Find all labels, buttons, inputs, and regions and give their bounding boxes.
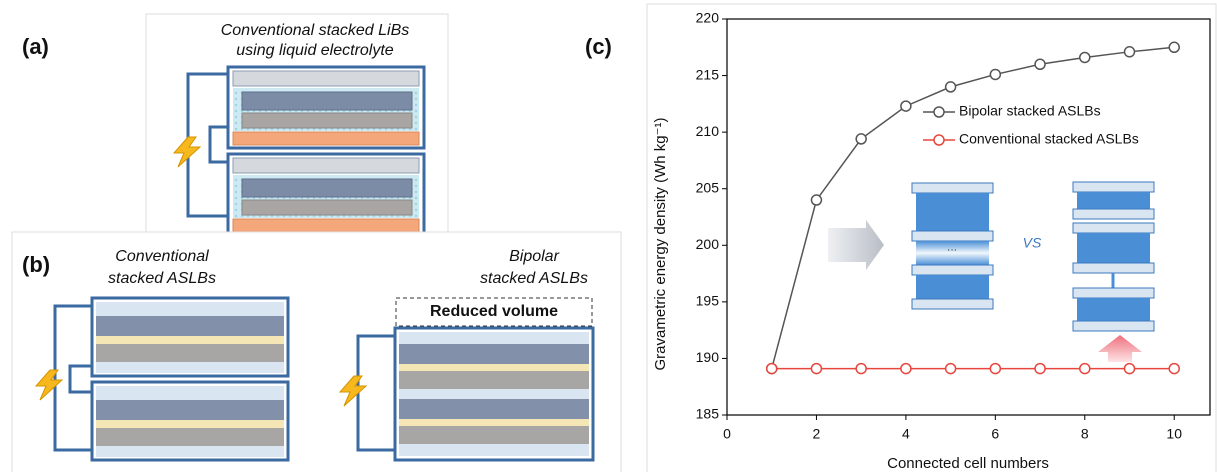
y-tick-label: 215	[696, 66, 720, 82]
plot-frame	[726, 18, 1211, 416]
panel-title: using liquid electrolyte	[236, 42, 394, 59]
cell	[226, 152, 426, 237]
data-point	[1168, 362, 1180, 375]
legend-marker	[933, 134, 945, 146]
panel-title: stacked ASLBs	[480, 270, 588, 287]
y-tick-label: 190	[696, 349, 720, 365]
wire	[53, 304, 92, 452]
data-point	[810, 194, 823, 206]
data-point	[944, 362, 957, 375]
reduced-box	[395, 297, 593, 327]
y-tick-label: 185	[696, 406, 720, 422]
panel-label: (a)	[22, 34, 49, 59]
bipolar-stack	[393, 326, 595, 462]
data-point	[1034, 362, 1046, 375]
data-point	[810, 362, 823, 375]
panel-title: stacked ASLBs	[108, 270, 216, 287]
y-tick-label: 195	[696, 293, 720, 309]
cell	[90, 380, 290, 462]
data-point	[1079, 51, 1091, 64]
inset: ···	[828, 181, 1155, 362]
legend-marker	[933, 106, 945, 118]
reduced-label: Reduced volume	[430, 303, 558, 320]
cell	[226, 65, 426, 150]
data-point	[1168, 41, 1180, 54]
series-line	[770, 46, 1175, 369]
y-tick-label: 200	[696, 236, 720, 252]
legend-label: Conventional stacked ASLBs	[959, 131, 1139, 147]
y-tick-label: 220	[696, 10, 720, 26]
x-axis-label: Connected cell numbers	[887, 455, 1049, 472]
cell	[90, 296, 290, 378]
data-point	[989, 68, 1002, 81]
legend-label: Bipolar stacked ASLBs	[959, 103, 1101, 119]
x-tick-label: 2	[813, 426, 821, 442]
x-tick-label: 4	[902, 426, 910, 442]
panel-label: (b)	[22, 252, 50, 277]
data-point	[1123, 362, 1136, 375]
data-point	[900, 100, 912, 112]
y-tick-label: 210	[696, 123, 720, 139]
y-axis-label: Gravametric energy density (Wh kg⁻¹)	[652, 118, 669, 371]
y-tick-label: 205	[696, 179, 720, 195]
data-point	[855, 362, 867, 375]
data-point	[855, 133, 867, 145]
data-point	[1079, 362, 1091, 375]
svg-text:···: ···	[947, 245, 957, 256]
data-point	[900, 362, 912, 375]
panel-title: Conventional	[115, 248, 209, 265]
panel-title: Bipolar	[509, 248, 559, 265]
data-point	[765, 362, 778, 375]
x-tick-label: 8	[1081, 426, 1089, 442]
panel-label: (c)	[585, 34, 612, 59]
annotation: VS	[1023, 235, 1042, 251]
data-point	[1034, 58, 1046, 71]
data-point	[1123, 46, 1136, 58]
x-tick-label: 10	[1166, 426, 1182, 442]
panel-title: Conventional stacked LiBs	[221, 22, 410, 39]
x-tick-label: 6	[991, 426, 999, 442]
data-point	[989, 362, 1002, 375]
x-tick-label: 0	[723, 426, 731, 442]
data-point	[944, 81, 957, 93]
